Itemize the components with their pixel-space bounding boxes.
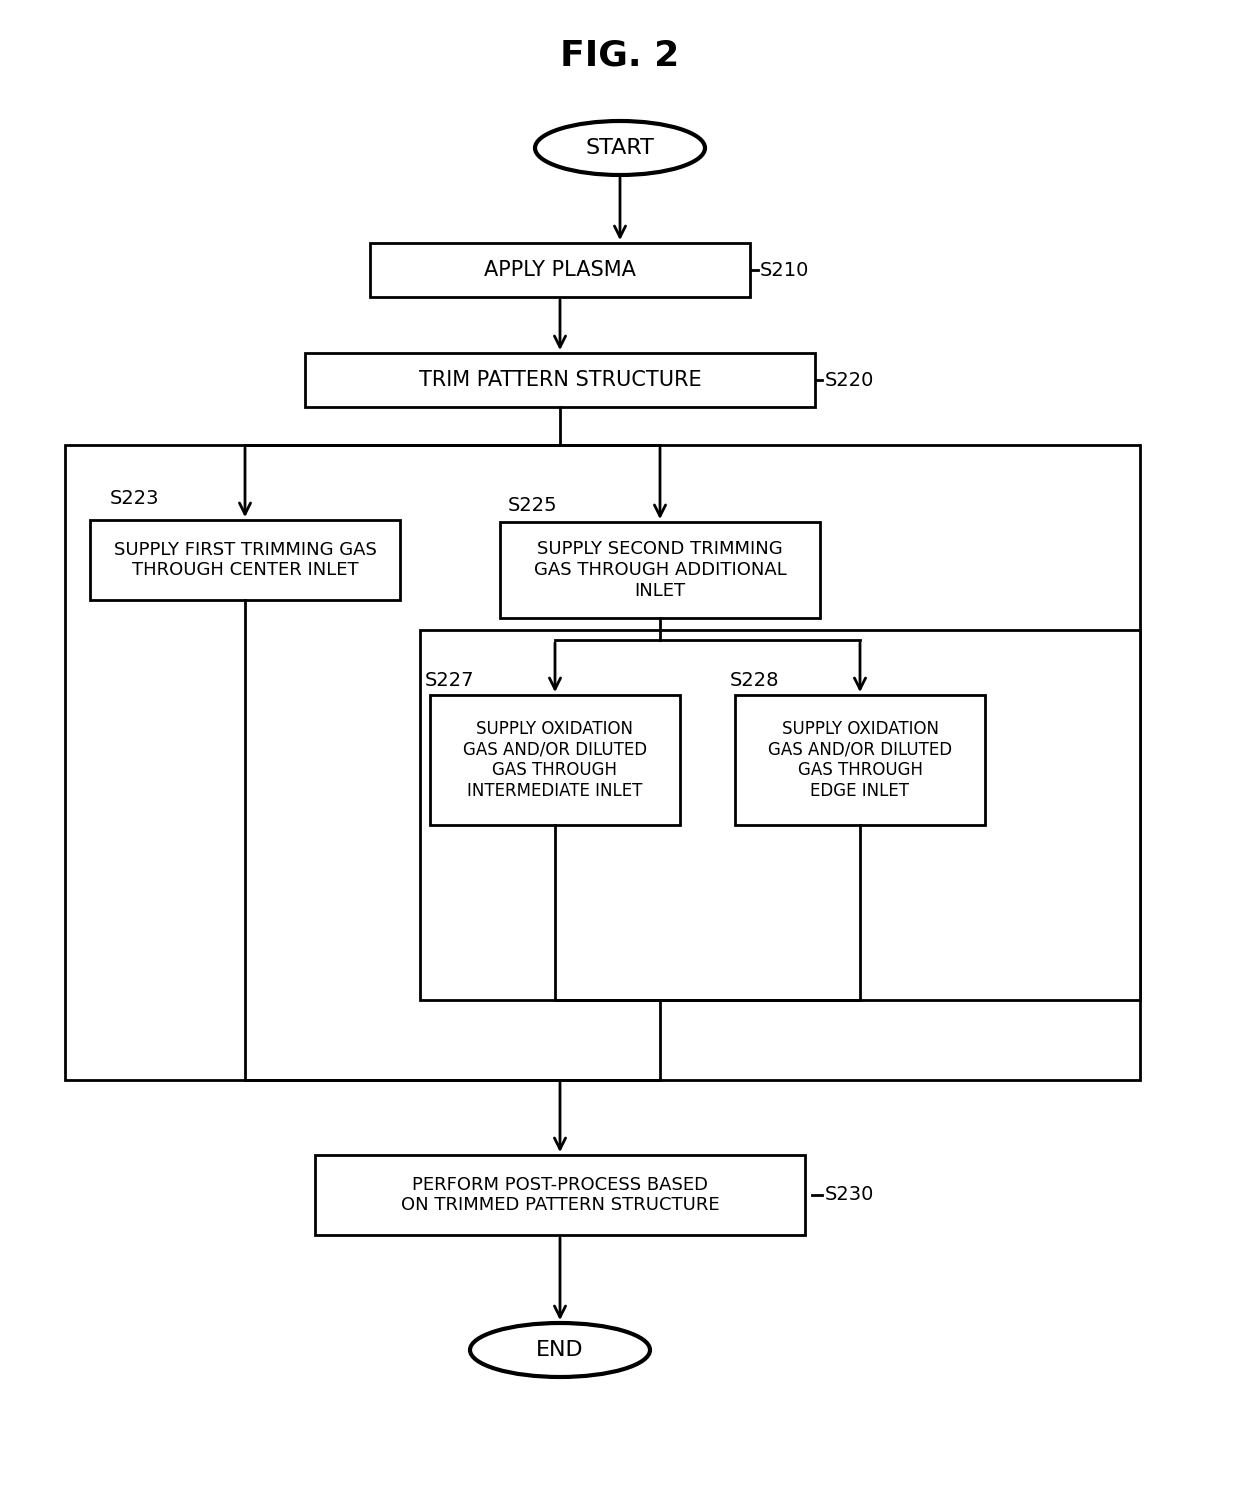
Bar bbox=[315, 1155, 805, 1236]
Bar bbox=[735, 696, 985, 824]
Text: SUPPLY OXIDATION
GAS AND/OR DILUTED
GAS THROUGH
EDGE INLET: SUPPLY OXIDATION GAS AND/OR DILUTED GAS … bbox=[768, 720, 952, 800]
Bar bbox=[91, 521, 401, 600]
Bar bbox=[64, 444, 1140, 1080]
Ellipse shape bbox=[534, 121, 706, 175]
Text: TRIM PATTERN STRUCTURE: TRIM PATTERN STRUCTURE bbox=[419, 370, 702, 390]
Bar bbox=[305, 353, 815, 407]
Text: START: START bbox=[585, 138, 655, 159]
Bar bbox=[430, 696, 680, 824]
Bar bbox=[500, 522, 820, 618]
Text: S227: S227 bbox=[425, 670, 475, 690]
Text: S220: S220 bbox=[825, 371, 874, 389]
Text: APPLY PLASMA: APPLY PLASMA bbox=[484, 260, 636, 280]
Text: END: END bbox=[536, 1340, 584, 1360]
Text: S228: S228 bbox=[730, 670, 780, 690]
Text: FIG. 2: FIG. 2 bbox=[560, 37, 680, 72]
Text: S230: S230 bbox=[825, 1185, 874, 1204]
Text: PERFORM POST-PROCESS BASED
ON TRIMMED PATTERN STRUCTURE: PERFORM POST-PROCESS BASED ON TRIMMED PA… bbox=[401, 1176, 719, 1215]
Bar bbox=[370, 242, 750, 298]
Text: SUPPLY SECOND TRIMMING
GAS THROUGH ADDITIONAL
INLET: SUPPLY SECOND TRIMMING GAS THROUGH ADDIT… bbox=[533, 540, 786, 600]
Bar bbox=[420, 630, 1140, 999]
Text: S210: S210 bbox=[760, 260, 810, 280]
Text: SUPPLY OXIDATION
GAS AND/OR DILUTED
GAS THROUGH
INTERMEDIATE INLET: SUPPLY OXIDATION GAS AND/OR DILUTED GAS … bbox=[463, 720, 647, 800]
Text: S225: S225 bbox=[508, 495, 558, 515]
Text: S223: S223 bbox=[110, 489, 160, 507]
Ellipse shape bbox=[470, 1322, 650, 1376]
Text: SUPPLY FIRST TRIMMING GAS
THROUGH CENTER INLET: SUPPLY FIRST TRIMMING GAS THROUGH CENTER… bbox=[114, 540, 377, 579]
